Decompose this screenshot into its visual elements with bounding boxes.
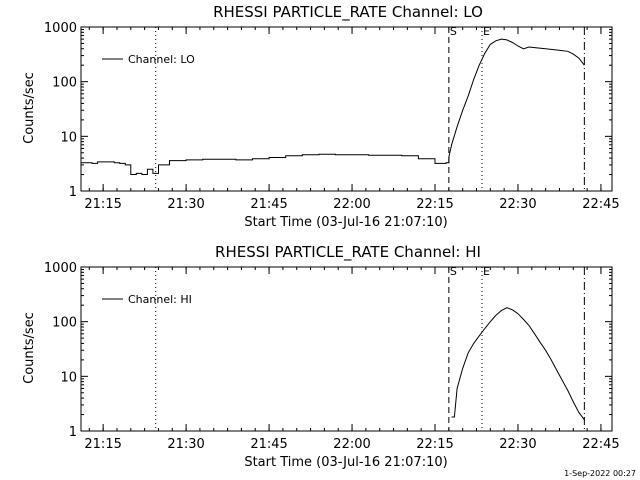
y-axis-label-hi: Counts/sec [22,312,37,384]
marker-label-s-hi: S [450,265,457,278]
x-tick-label-hi: 22:00 [333,437,370,452]
x-tick-label-hi: 22:45 [582,437,619,452]
legend-label-lo: Channel: LO [128,53,195,66]
y-tick-label-lo: 1 [69,185,77,200]
panel-lo: RHESSI PARTICLE_RATE Channel: LO Start T… [22,3,620,230]
chart-title-hi: RHESSI PARTICLE_RATE Channel: HI [215,243,481,262]
y-tick-label-hi: 1 [69,425,77,440]
x-tick-label-lo: 22:30 [499,197,536,212]
y-tick-label-lo: 10 [60,130,77,145]
footer-timestamp: 1-Sep-2022 00:27 [564,469,636,478]
x-tick-label-lo: 22:00 [333,197,370,212]
x-tick-label-lo: 21:15 [84,197,121,212]
y-tick-label-lo: 1000 [44,21,77,36]
x-axis-label-hi: Start Time (03-Jul-16 21:07:10) [244,455,447,470]
marker-label-e-hi: E [483,265,490,278]
legend-label-hi: Channel: HI [128,293,192,306]
y-tick-label-hi: 10 [60,370,77,385]
x-tick-label-hi: 21:15 [84,437,121,452]
y-axis-label-lo: Counts/sec [22,72,37,144]
marker-label-s-lo: S [450,25,457,38]
series-line-hi [451,307,585,421]
y-tick-label-lo: 100 [52,76,77,91]
x-axis-label-lo: Start Time (03-Jul-16 21:07:10) [244,215,447,230]
marker-label-e-lo: E [483,25,490,38]
x-tick-label-lo: 21:45 [250,197,287,212]
panel-hi: RHESSI PARTICLE_RATE Channel: HI Start T… [22,243,620,470]
plot-frame-hi [80,266,613,432]
chart-title-lo: RHESSI PARTICLE_RATE Channel: LO [213,3,483,22]
x-tick-label-hi: 22:30 [499,437,536,452]
plot-frame-lo [80,26,613,192]
y-tick-label-hi: 1000 [44,261,77,276]
x-tick-label-lo: 21:30 [167,197,204,212]
series-line-lo [81,38,585,175]
x-tick-label-hi: 22:15 [416,437,453,452]
x-tick-label-hi: 21:30 [167,437,204,452]
x-tick-label-hi: 21:45 [250,437,287,452]
y-tick-label-hi: 100 [52,316,77,331]
x-tick-label-lo: 22:45 [582,197,619,212]
x-tick-label-lo: 22:15 [416,197,453,212]
